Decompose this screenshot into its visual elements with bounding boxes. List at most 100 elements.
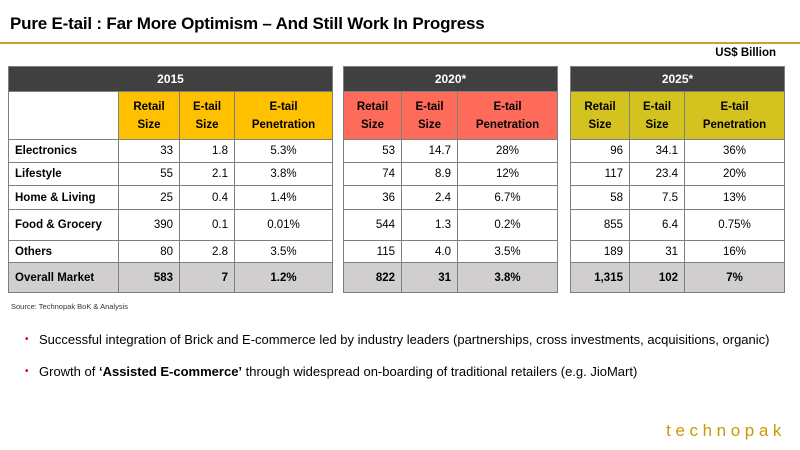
- technopak-logo: technopak: [666, 421, 786, 440]
- etail-size-cell: 31: [629, 240, 685, 263]
- col-header-etail-size: E-tail Size: [179, 91, 235, 140]
- retail-size-cell: 1,315: [570, 262, 630, 293]
- retail-size-cell: 583: [118, 262, 180, 293]
- page-title: Pure E-tail : Far More Optimism – And St…: [10, 14, 485, 33]
- penetration-cell: 0.75%: [684, 209, 785, 241]
- bullet-dot-icon: •: [25, 366, 29, 377]
- etail-size-cell: 34.1: [629, 139, 685, 163]
- penetration-cell: 3.5%: [234, 240, 333, 263]
- penetration-cell: 7%: [684, 262, 785, 293]
- table-row: Food & Grocery 390 0.1 0.01%: [8, 209, 333, 241]
- col-header-etail-size: E-tail Size: [401, 91, 458, 140]
- col-header-etail-penetration: E-tail Penetration: [457, 91, 558, 140]
- bullet-item: • Growth of ‘Assisted E-commerce’ through…: [25, 364, 638, 379]
- total-row: 1,315 102 7%: [570, 262, 785, 293]
- penetration-cell: 6.7%: [457, 185, 558, 210]
- retail-size-cell: 36: [343, 185, 402, 210]
- table-row: 544 1.3 0.2%: [343, 209, 558, 241]
- retail-size-cell: 33: [118, 139, 180, 163]
- year-header: 2025*: [570, 66, 785, 92]
- etail-size-cell: 14.7: [401, 139, 458, 163]
- table-row: Others 80 2.8 3.5%: [8, 240, 333, 263]
- row-label: Others: [8, 240, 119, 263]
- penetration-cell: 13%: [684, 185, 785, 210]
- table-row: 58 7.5 13%: [570, 185, 785, 210]
- penetration-cell: 3.8%: [457, 262, 558, 293]
- total-row: Overall Market 583 7 1.2%: [8, 262, 333, 293]
- retail-size-cell: 117: [570, 162, 630, 186]
- bullet-item: • Successful integration of Brick and E-c…: [25, 332, 770, 347]
- table-row: 36 2.4 6.7%: [343, 185, 558, 210]
- penetration-cell: 1.4%: [234, 185, 333, 210]
- penetration-cell: 20%: [684, 162, 785, 186]
- table-row: Lifestyle 55 2.1 3.8%: [8, 162, 333, 186]
- etail-size-cell: 7: [179, 262, 235, 293]
- source-note: Source: Technopak BoK & Analysis: [11, 302, 129, 311]
- table-row: 855 6.4 0.75%: [570, 209, 785, 241]
- col-header-retail-size: Retail Size: [118, 91, 180, 140]
- penetration-cell: 1.2%: [234, 262, 333, 293]
- etail-size-cell: 2.4: [401, 185, 458, 210]
- bullet-dot-icon: •: [25, 334, 29, 345]
- etail-size-cell: 31: [401, 262, 458, 293]
- etail-size-cell: 23.4: [629, 162, 685, 186]
- retail-size-cell: 544: [343, 209, 402, 241]
- etail-size-cell: 2.8: [179, 240, 235, 263]
- col-header-retail-size: Retail Size: [343, 91, 402, 140]
- year-header: 2015: [8, 66, 333, 92]
- etail-size-cell: 2.1: [179, 162, 235, 186]
- etail-size-cell: 4.0: [401, 240, 458, 263]
- penetration-cell: 3.5%: [457, 240, 558, 263]
- penetration-cell: 36%: [684, 139, 785, 163]
- retail-size-cell: 80: [118, 240, 180, 263]
- row-label: Overall Market: [8, 262, 119, 293]
- etail-size-cell: 102: [629, 262, 685, 293]
- penetration-cell: 12%: [457, 162, 558, 186]
- col-header-etail-penetration: E-tail Penetration: [684, 91, 785, 140]
- retail-size-cell: 855: [570, 209, 630, 241]
- table-row: 189 31 16%: [570, 240, 785, 263]
- col-header-retail-size: Retail Size: [570, 91, 630, 140]
- row-label: Electronics: [8, 139, 119, 163]
- etail-size-cell: 6.4: [629, 209, 685, 241]
- corner-cell: [8, 91, 119, 140]
- table-row: 117 23.4 20%: [570, 162, 785, 186]
- col-header-etail-penetration: E-tail Penetration: [234, 91, 333, 140]
- etail-size-cell: 1.3: [401, 209, 458, 241]
- retail-size-cell: 58: [570, 185, 630, 210]
- table-row: 53 14.7 28%: [343, 139, 558, 163]
- retail-size-cell: 189: [570, 240, 630, 263]
- etail-size-cell: 1.8: [179, 139, 235, 163]
- table-row: Electronics 33 1.8 5.3%: [8, 139, 333, 163]
- table-row: Home & Living 25 0.4 1.4%: [8, 185, 333, 210]
- penetration-cell: 28%: [457, 139, 558, 163]
- col-header-etail-size: E-tail Size: [629, 91, 685, 140]
- year-header: 2020*: [343, 66, 558, 92]
- penetration-cell: 16%: [684, 240, 785, 263]
- retail-size-cell: 74: [343, 162, 402, 186]
- penetration-cell: 0.2%: [457, 209, 558, 241]
- etail-size-cell: 0.1: [179, 209, 235, 241]
- retail-size-cell: 53: [343, 139, 402, 163]
- bullet-list: • Successful integration of Brick and E-c…: [22, 330, 782, 394]
- etail-size-cell: 0.4: [179, 185, 235, 210]
- penetration-cell: 5.3%: [234, 139, 333, 163]
- retail-size-cell: 96: [570, 139, 630, 163]
- etail-size-cell: 8.9: [401, 162, 458, 186]
- table-2025: 2025* Retail Size E-tail Size E-tail Penetr…: [570, 66, 785, 293]
- penetration-cell: 3.8%: [234, 162, 333, 186]
- retail-size-cell: 822: [343, 262, 402, 293]
- retail-size-cell: 115: [343, 240, 402, 263]
- row-label: Home & Living: [8, 185, 119, 210]
- retail-size-cell: 55: [118, 162, 180, 186]
- row-label: Lifestyle: [8, 162, 119, 186]
- table-row: 96 34.1 36%: [570, 139, 785, 163]
- etail-size-cell: 7.5: [629, 185, 685, 210]
- table-row: 74 8.9 12%: [343, 162, 558, 186]
- row-label: Food & Grocery: [8, 209, 119, 241]
- title-divider: [0, 42, 800, 44]
- table-2015: 2015 Retail Size E-tail Size E-tail Penetra…: [8, 66, 333, 293]
- unit-label: US$ Billion: [715, 47, 776, 59]
- retail-size-cell: 25: [118, 185, 180, 210]
- total-row: 822 31 3.8%: [343, 262, 558, 293]
